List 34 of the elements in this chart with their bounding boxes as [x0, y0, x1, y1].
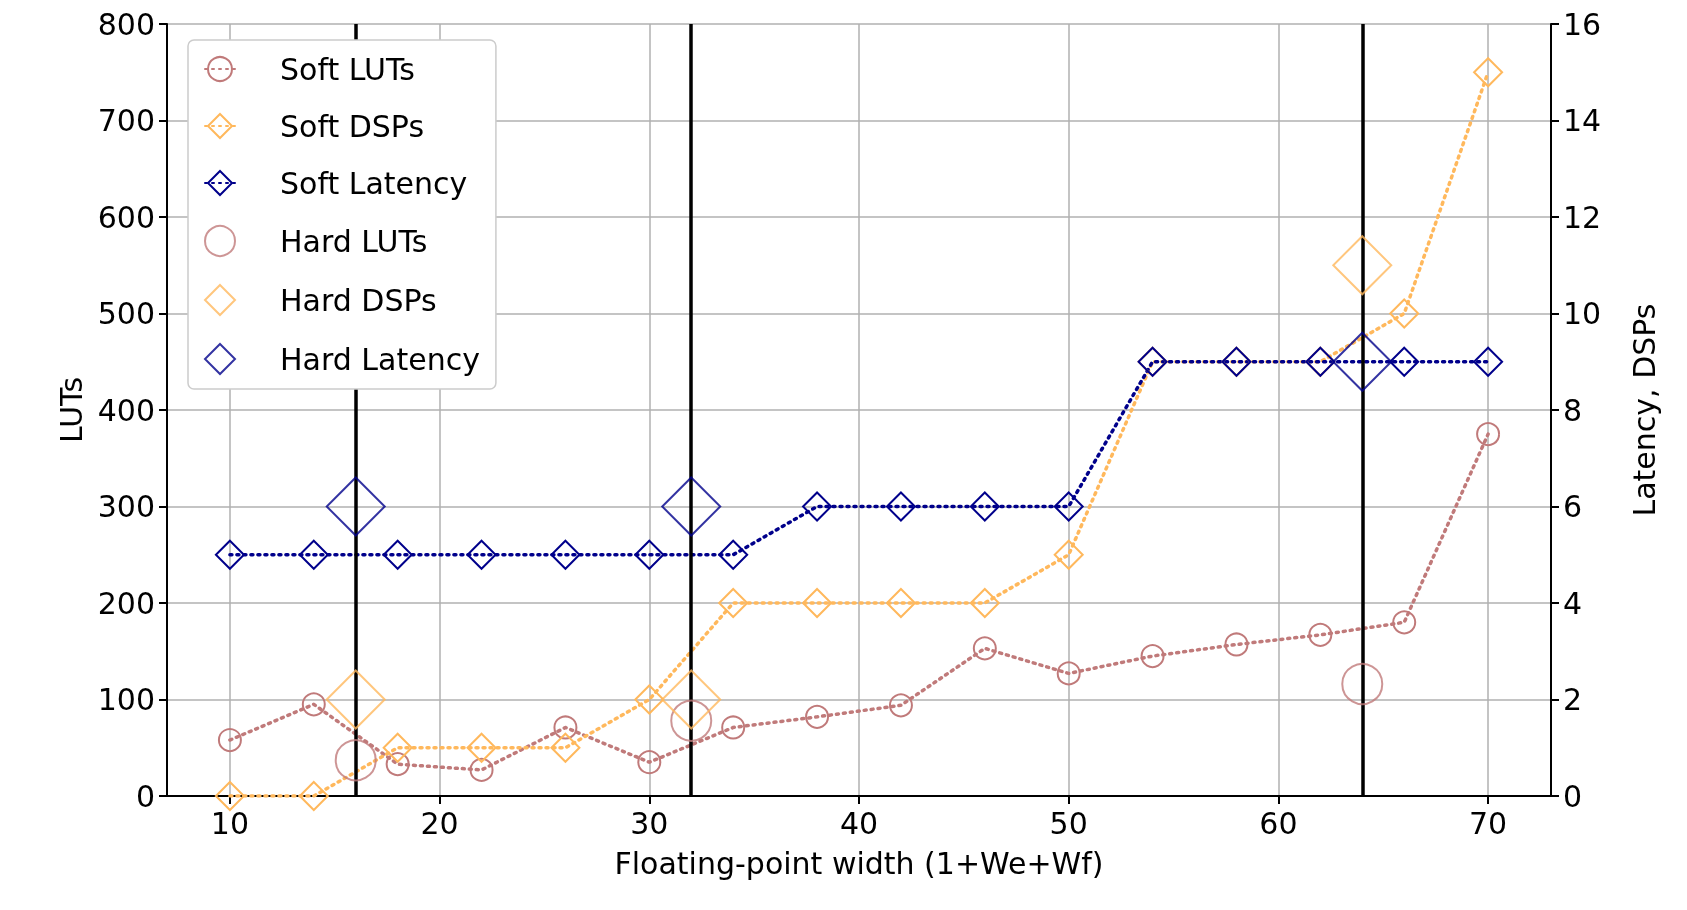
- legend-label: Soft DSPs: [280, 108, 425, 144]
- y2-tick-label: 0: [1563, 778, 1583, 814]
- x-tick-label: 10: [210, 805, 249, 841]
- y2-tick-label: 14: [1563, 103, 1602, 138]
- y2-tick-label: 6: [1563, 489, 1583, 524]
- y-tick-label: 0: [135, 778, 155, 814]
- legend-label: Hard DSPs: [280, 282, 437, 318]
- x-tick-label: 20: [420, 805, 459, 841]
- y2-tick-label: 8: [1563, 392, 1583, 428]
- y2-tick-label: 16: [1563, 6, 1602, 42]
- y-tick-label: 500: [97, 296, 155, 331]
- y-tick-label: 800: [97, 6, 155, 42]
- x-tick-label: 60: [1259, 805, 1298, 841]
- y-tick-label: 700: [97, 103, 155, 138]
- x-tick-label: 40: [839, 805, 879, 841]
- legend-label: Hard LUTs: [280, 223, 428, 259]
- legend-label: Soft Latency: [280, 165, 468, 201]
- y2-tick-label: 2: [1563, 682, 1583, 717]
- x-tick-label: 50: [1049, 805, 1088, 841]
- y2-tick-label: 4: [1563, 585, 1583, 621]
- y2-axis-title: Latency, DSPs: [1626, 303, 1662, 517]
- y-tick-label: 100: [97, 682, 155, 717]
- y2-tick-label: 12: [1563, 199, 1602, 235]
- y-tick-label: 300: [97, 489, 155, 524]
- x-tick-label: 30: [630, 805, 669, 841]
- legend-label: Hard Latency: [280, 341, 480, 377]
- x-axis-title: Floating-point width (1+We+Wf): [614, 845, 1104, 881]
- y-tick-label: 400: [97, 392, 155, 428]
- y-tick-label: 200: [97, 585, 155, 621]
- y-tick-label: 600: [97, 199, 155, 235]
- y2-tick-label: 10: [1563, 296, 1602, 331]
- x-tick-label: 70: [1469, 805, 1508, 841]
- legend-label: Soft LUTs: [280, 51, 415, 87]
- y-axis-title: LUTs: [54, 376, 90, 444]
